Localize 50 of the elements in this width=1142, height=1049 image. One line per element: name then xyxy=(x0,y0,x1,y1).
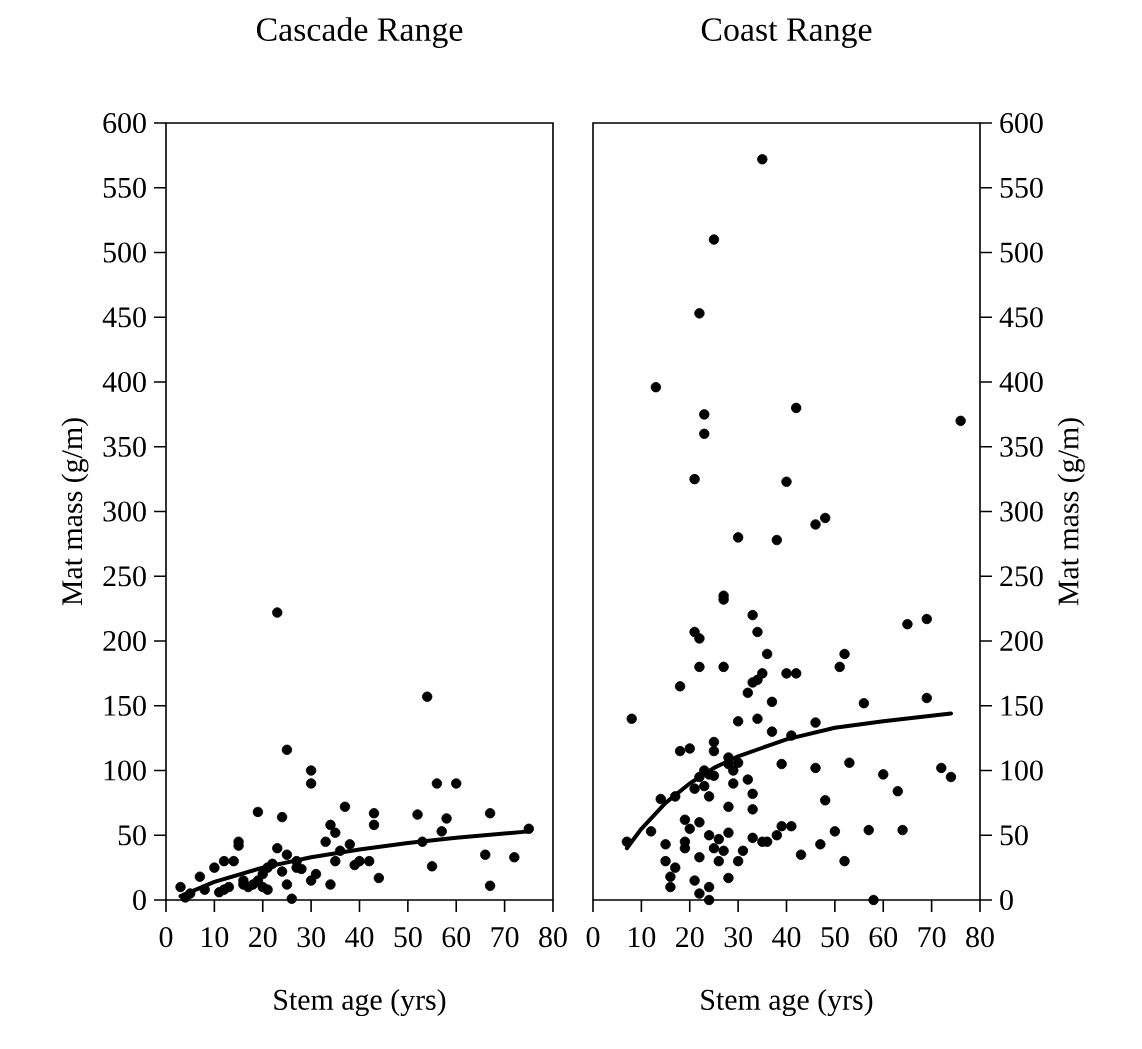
y-axis-title: Mat mass (g/m) xyxy=(61,418,89,606)
x-tick-label: 80 xyxy=(966,927,994,948)
x-tick-label: 20 xyxy=(676,927,704,948)
y2-tick-label: 500 xyxy=(1000,242,1043,263)
chart-title: Coast Range xyxy=(701,18,872,49)
x-tick-label: 50 xyxy=(394,927,422,948)
x-tick-label: 50 xyxy=(821,927,849,948)
x-tick-label: 10 xyxy=(202,927,229,948)
x-tick-label: 20 xyxy=(249,927,277,948)
y-tick-label: 350 xyxy=(103,436,146,457)
y-tick-label: 150 xyxy=(104,695,146,716)
x-tick-label: 0 xyxy=(586,927,600,948)
y2-tick-label: 600 xyxy=(1000,112,1043,134)
x-tick-label: 40 xyxy=(772,927,801,948)
x-axis-title: Stem age (yrs) xyxy=(701,988,873,1017)
x-tick-label: 30 xyxy=(297,927,325,948)
y2-tick-label: 100 xyxy=(1001,760,1043,781)
y2-tick-label: 50 xyxy=(1000,825,1028,846)
y2-tick-label: 200 xyxy=(1000,630,1043,652)
y2-tick-label: 550 xyxy=(1000,177,1043,198)
y2-tick-label: 250 xyxy=(1000,566,1043,587)
x-tick-label: 10 xyxy=(629,927,656,948)
x-tick-label: 0 xyxy=(159,927,173,948)
y2-axis-title: Mat mass (g/m) xyxy=(1057,418,1085,606)
y-tick-label: 550 xyxy=(103,177,146,198)
y2-tick-label: 300 xyxy=(1000,501,1043,522)
x-tick-label: 70 xyxy=(491,927,519,948)
y-tick-label: 0 xyxy=(133,889,146,911)
x-tick-label: 60 xyxy=(869,927,898,948)
y-tick-label: 50 xyxy=(118,825,146,846)
x-tick-label: 80 xyxy=(539,927,567,948)
x-axis-title: Stem age (yrs) xyxy=(274,988,446,1017)
y-tick-label: 600 xyxy=(103,112,146,134)
y-tick-label: 100 xyxy=(104,760,146,781)
y-tick-label: 200 xyxy=(103,630,146,652)
y2-tick-label: 150 xyxy=(1001,695,1043,716)
x-tick-label: 30 xyxy=(724,927,752,948)
y2-tick-label: 0 xyxy=(1000,889,1013,911)
x-tick-label: 70 xyxy=(918,927,946,948)
y2-tick-label: 350 xyxy=(1000,436,1043,457)
y-tick-label: 500 xyxy=(103,242,146,263)
chart-title: Cascade Range xyxy=(256,17,463,49)
y2-tick-label: 400 xyxy=(999,371,1043,393)
y-tick-label: 250 xyxy=(103,566,146,587)
y-tick-label: 400 xyxy=(102,371,146,393)
y2-tick-label: 450 xyxy=(999,307,1043,328)
y-tick-label: 450 xyxy=(102,307,146,328)
x-tick-label: 60 xyxy=(442,927,471,948)
x-tick-label: 40 xyxy=(345,927,374,948)
y-tick-label: 300 xyxy=(103,501,146,522)
